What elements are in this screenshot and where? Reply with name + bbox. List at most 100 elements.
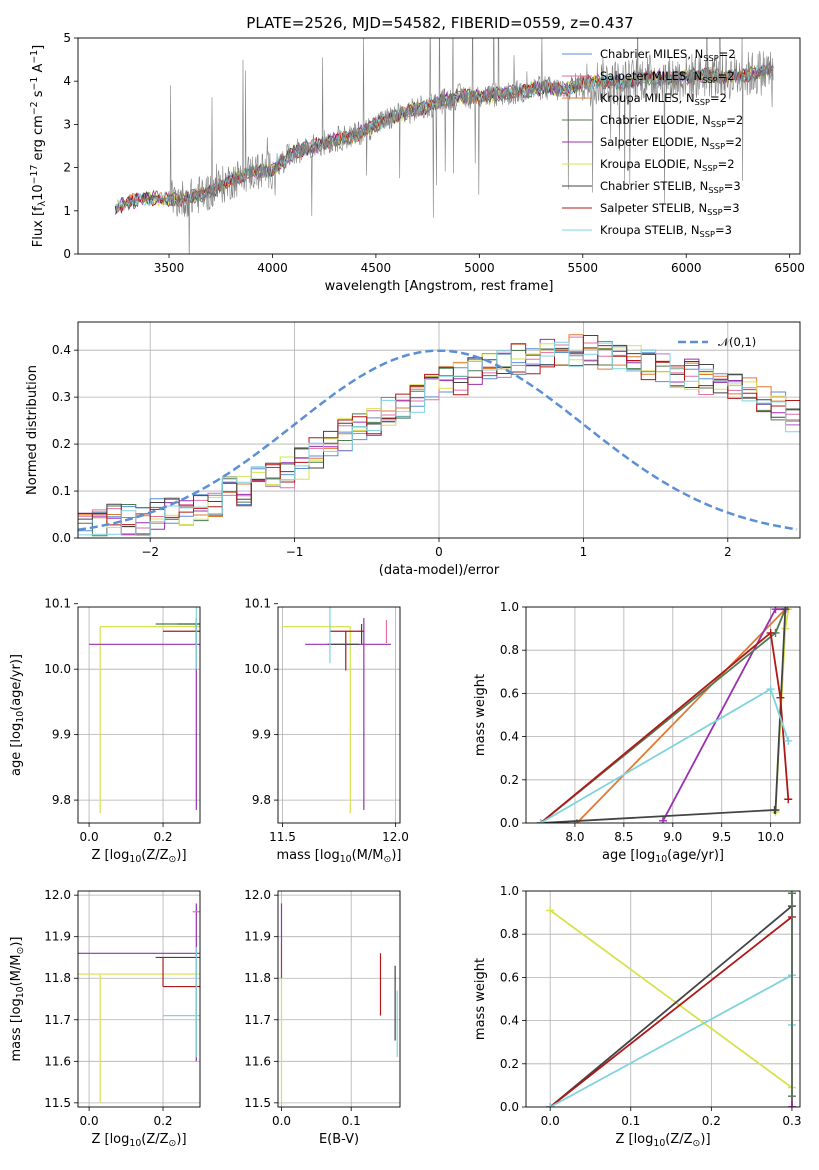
y-tick-label: 1.0 xyxy=(500,600,519,614)
x-tick-label: 2 xyxy=(724,545,732,559)
weight-marker xyxy=(659,816,667,823)
y-axis-label: mass weight xyxy=(473,674,488,756)
weight-marker xyxy=(781,607,790,614)
x-tick-label: 0.2 xyxy=(702,1114,721,1128)
x-tick-label: 0.0 xyxy=(541,1114,560,1128)
x-tick-label: 0.1 xyxy=(342,1114,361,1128)
plot-area xyxy=(78,322,800,538)
y-tick-label: 0.2 xyxy=(52,437,71,451)
y-tick-label: 12.0 xyxy=(244,888,271,902)
plot-area xyxy=(526,891,800,1107)
weight-marker xyxy=(784,795,793,804)
y-axis-label: Normed distribution xyxy=(25,365,40,495)
x-tick-label: 6000 xyxy=(671,261,702,275)
y-tick-label: 10.1 xyxy=(44,597,71,611)
axes-frame xyxy=(77,37,801,255)
x-tick-label: 0.2 xyxy=(153,1114,172,1128)
legend-label: Salpeter MILES, NSSP=2 xyxy=(600,69,735,85)
weight-marker xyxy=(536,819,545,823)
axes-frame xyxy=(525,606,801,824)
legend-label: Chabrier ELODIE, NSSP=2 xyxy=(600,113,743,129)
panel-mass-weight-vs-Z: 0.0 0.1 0.2 0.3 0.0 0.2 0.4 0.6 0.8 1.0 Z [log10(Z… xyxy=(473,884,801,1149)
y-tick-label: 0 xyxy=(63,247,71,261)
panel-age-vs-Z: 0.0 0.2 9.8 9.9 10.0 10.1 Z [log10(Z/Z⊙)] age [… xyxy=(9,597,201,865)
x-tick-label: 3500 xyxy=(154,261,185,275)
y-tick-label: 11.7 xyxy=(44,1013,71,1027)
y-axis-label: Flux [fλ10−17 erg cm−2 s−1 A−1] xyxy=(29,45,48,247)
plot-area xyxy=(78,607,200,823)
x-tick-label: 1 xyxy=(580,545,588,559)
x-tick-label: −2 xyxy=(141,545,159,559)
y-tick-label: 11.5 xyxy=(244,1096,271,1110)
y-tick-label: 3 xyxy=(63,117,71,131)
y-tick-label: 0.8 xyxy=(500,643,519,657)
y-tick-label: 0.1 xyxy=(52,484,71,498)
x-tick-label: 9.5 xyxy=(712,830,731,844)
x-axis-label: age [log10(age/yr)] xyxy=(602,848,724,865)
x-tick-label: 4000 xyxy=(257,261,288,275)
y-tick-label: 11.7 xyxy=(244,1013,271,1027)
x-axis-label: mass [log10(M/M⊙)] xyxy=(277,848,402,865)
y-tick-label: 11.6 xyxy=(44,1054,71,1068)
axes-frame xyxy=(277,606,401,824)
x-axis-label: wavelength [Angstrom, rest frame] xyxy=(325,279,554,294)
legend-label: Chabrier MILES, NSSP=2 xyxy=(600,47,736,63)
x-tick-label: 0 xyxy=(435,545,443,559)
x-tick-label: 0.0 xyxy=(80,1114,99,1128)
weight-marker xyxy=(784,736,793,745)
y-tick-label: 9.8 xyxy=(252,793,271,807)
x-axis-label: Z [log10(Z/Z⊙)] xyxy=(91,848,186,865)
legend-label: Kroupa MILES, NSSP=2 xyxy=(600,91,727,107)
weight-line xyxy=(540,631,790,823)
plot-area xyxy=(78,891,200,1107)
plot-area xyxy=(114,38,774,254)
y-tick-label: 0.0 xyxy=(500,816,519,830)
normal-curve xyxy=(78,349,798,532)
x-tick-label: 8.0 xyxy=(565,830,584,844)
weight-line xyxy=(540,608,787,823)
x-tick-label: 9.0 xyxy=(663,830,682,844)
y-tick-label: 0.4 xyxy=(500,730,519,744)
y-tick-label: 10.1 xyxy=(244,597,271,611)
legend-label: Kroupa STELIB, NSSP=3 xyxy=(600,223,732,239)
panel-age-vs-mass: 11.5 12.0 9.8 9.9 10.0 10.1 mass [log10(M/M⊙)] xyxy=(244,597,409,865)
x-tick-label: 5000 xyxy=(464,261,495,275)
y-tick-label: 9.9 xyxy=(52,728,71,742)
y-tick-label: 12.0 xyxy=(44,888,71,902)
y-tick-label: 0.3 xyxy=(52,390,71,404)
histogram-step xyxy=(78,335,800,526)
x-axis-label: (data-model)/error xyxy=(379,563,500,578)
plot-area xyxy=(278,607,400,823)
histogram-step xyxy=(78,341,800,532)
legend-label: Kroupa ELODIE, NSSP=2 xyxy=(600,157,735,173)
x-axis-label: E(B-V) xyxy=(319,1132,359,1147)
y-tick-label: 11.8 xyxy=(244,971,271,985)
y-tick-label: 9.8 xyxy=(52,793,71,807)
y-tick-label: 0.6 xyxy=(500,970,519,984)
x-tick-label: 6500 xyxy=(774,261,805,275)
plot-area xyxy=(278,891,400,1107)
weight-marker xyxy=(546,1103,555,1107)
y-tick-label: 9.9 xyxy=(252,728,271,742)
y-tick-label: 10.0 xyxy=(244,662,271,676)
plot-area xyxy=(526,607,800,823)
weight-line xyxy=(549,973,793,1107)
axes-frame xyxy=(525,890,801,1108)
x-tick-label: 10.0 xyxy=(757,830,784,844)
y-tick-label: 0.2 xyxy=(500,1057,519,1071)
weight-marker xyxy=(766,685,775,694)
y-tick-label: 0.4 xyxy=(52,343,71,357)
y-axis-label: mass weight xyxy=(473,958,488,1040)
panel-mass-vs-E(B-V): 0.0 0.1 11.5 11.6 11.7 11.8 11.9 12.0 E(B-V) xyxy=(244,888,401,1147)
axes-frame xyxy=(77,606,201,824)
weight-marker xyxy=(787,1092,796,1101)
y-tick-label: 0.8 xyxy=(500,927,519,941)
y-axis-label: mass [log10(M/M⊙)] xyxy=(9,937,26,1062)
histogram-step xyxy=(78,334,800,524)
weight-marker xyxy=(787,891,796,898)
panel-mass-weight-vs-age: 8.0 8.5 9.0 9.5 10.0 0.0 0.2 0.4 0.6 0.8 1.0 age [l… xyxy=(473,600,801,865)
y-tick-label: 0.4 xyxy=(500,1014,519,1028)
legend-label: Salpeter ELODIE, NSSP=2 xyxy=(600,135,742,151)
x-tick-label: 0.0 xyxy=(80,830,99,844)
weight-marker xyxy=(771,607,780,614)
